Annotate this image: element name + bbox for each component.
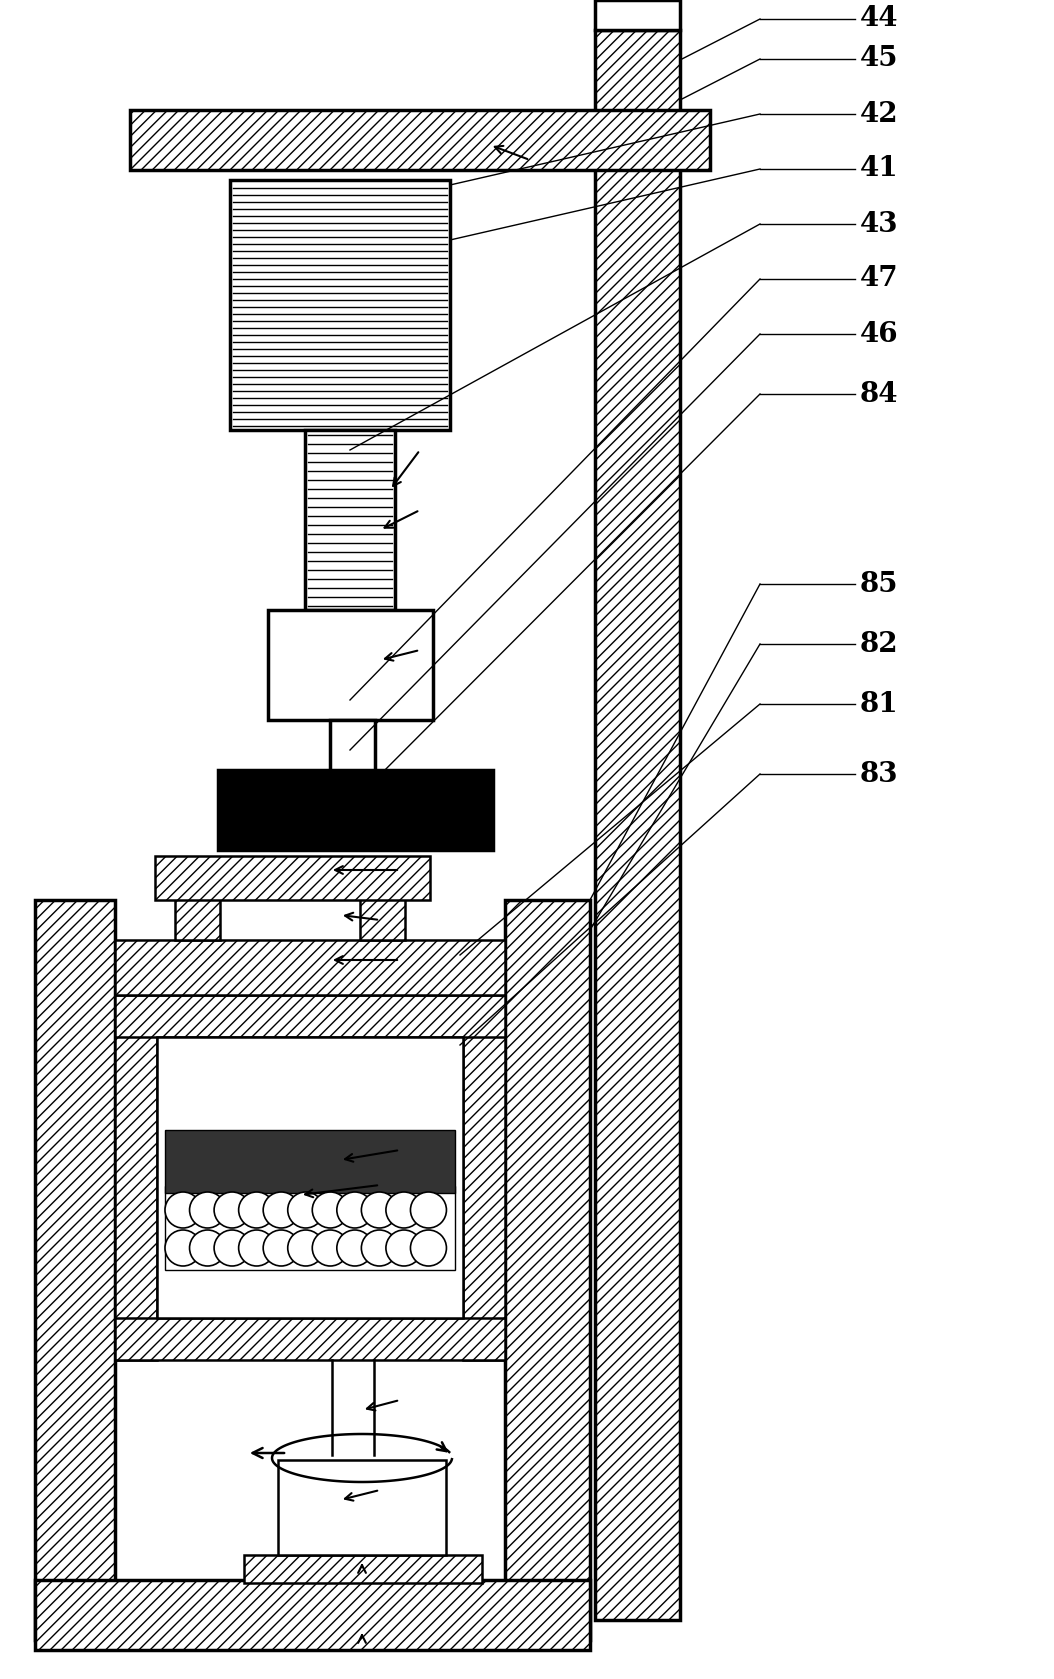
Bar (115, 996, 157, 1360)
Text: 45: 45 (860, 45, 898, 72)
Circle shape (190, 1231, 226, 1266)
Text: 42: 42 (860, 101, 899, 128)
Bar (268, 609, 433, 720)
Text: 85: 85 (860, 571, 898, 598)
Bar (596, 30, 680, 1620)
Bar (115, 940, 505, 996)
Circle shape (386, 1231, 422, 1266)
Bar (278, 1461, 446, 1555)
Bar (175, 895, 220, 940)
Text: 44: 44 (860, 5, 898, 32)
Circle shape (410, 1192, 447, 1227)
Bar (330, 720, 375, 776)
Bar (157, 1038, 463, 1318)
Circle shape (337, 1192, 373, 1227)
Bar (463, 996, 505, 1360)
Circle shape (214, 1192, 250, 1227)
Text: 46: 46 (860, 321, 899, 348)
Bar (360, 895, 405, 940)
Circle shape (362, 1231, 397, 1266)
Circle shape (238, 1231, 275, 1266)
Circle shape (165, 1231, 201, 1266)
Circle shape (337, 1231, 373, 1266)
Circle shape (165, 1192, 201, 1227)
Bar (155, 856, 430, 900)
Text: 47: 47 (860, 265, 899, 292)
Circle shape (410, 1231, 447, 1266)
Bar (218, 771, 493, 850)
Bar (130, 111, 710, 170)
Text: 43: 43 (860, 210, 898, 237)
Circle shape (214, 1231, 250, 1266)
Text: 82: 82 (860, 631, 899, 658)
Bar (165, 1130, 455, 1194)
Bar (596, 0, 680, 30)
Text: 83: 83 (860, 761, 898, 787)
Bar (35, 1580, 590, 1650)
Circle shape (312, 1192, 348, 1227)
Bar (115, 1318, 505, 1360)
Text: 41: 41 (860, 156, 899, 183)
Bar (230, 180, 450, 430)
Circle shape (312, 1231, 348, 1266)
Circle shape (190, 1192, 226, 1227)
Bar (165, 1185, 455, 1269)
Circle shape (264, 1192, 299, 1227)
Bar (243, 1555, 482, 1583)
Bar (115, 996, 505, 1038)
Circle shape (362, 1192, 397, 1227)
Bar (505, 900, 590, 1640)
Circle shape (238, 1192, 275, 1227)
Circle shape (386, 1192, 422, 1227)
Text: 84: 84 (860, 381, 898, 408)
Circle shape (288, 1231, 324, 1266)
Circle shape (288, 1192, 324, 1227)
Circle shape (264, 1231, 299, 1266)
Bar (305, 430, 395, 609)
Bar (35, 900, 115, 1640)
Text: 81: 81 (860, 690, 899, 717)
